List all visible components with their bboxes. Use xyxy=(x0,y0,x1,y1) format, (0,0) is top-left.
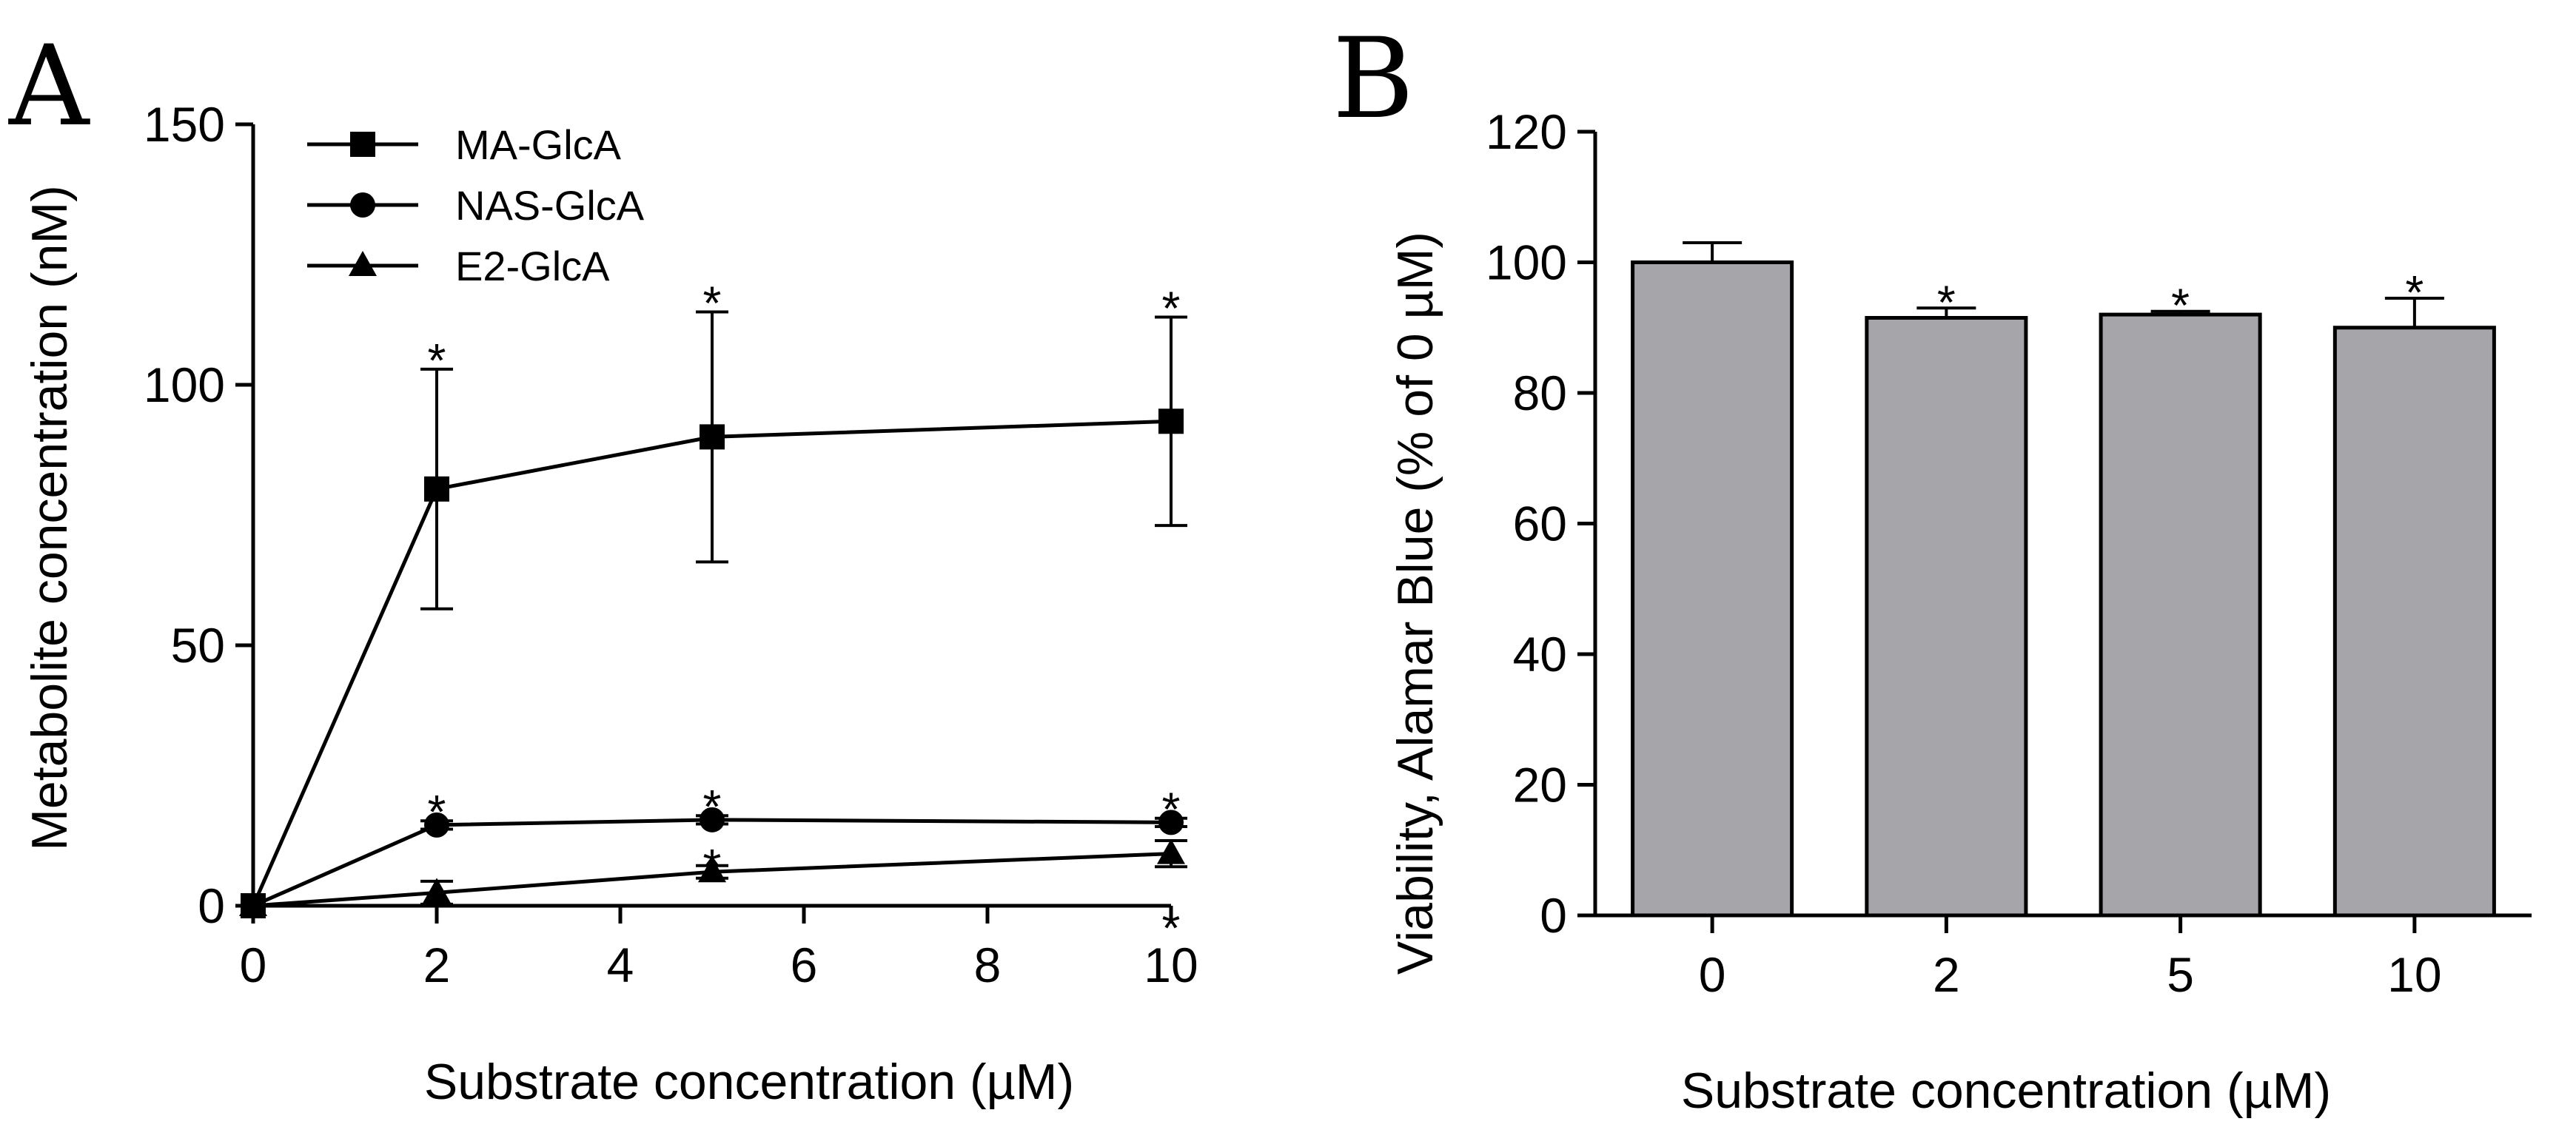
panel-a-y-tick-label: 50 xyxy=(171,618,225,673)
data-point-ma-glca xyxy=(700,424,725,450)
panel-b-x-axis-title: Substrate concentration (µM) xyxy=(1681,1063,2331,1119)
data-point-e2-glca xyxy=(423,878,451,904)
significance-star-e2-glca: * xyxy=(1162,901,1181,955)
bar xyxy=(2332,326,2496,918)
panel-b: B 0 20 40 60 80 100 120 0 2 5 10 * * * Substrate con… xyxy=(1332,15,2532,1119)
legend-marker-e2-glca xyxy=(349,251,377,276)
panel-b-y-tick-label: 0 xyxy=(1540,888,1567,943)
panel-b-bars: * * * xyxy=(1631,241,2496,918)
significance-star-ma-glca: * xyxy=(1162,281,1181,334)
data-point-e2-glca xyxy=(1157,838,1185,864)
panel-a-x-tick-label: 2 xyxy=(423,938,451,992)
significance-star-nas-glca: * xyxy=(428,785,446,838)
panel-b-letter: B xyxy=(1332,15,1414,144)
data-point-nas-glca xyxy=(424,812,449,838)
data-point-ma-glca xyxy=(424,476,449,502)
significance-star-ma-glca: * xyxy=(703,276,722,329)
panel-a-letter: A xyxy=(8,22,90,151)
panel-b-x-tick-label: 0 xyxy=(1699,947,1726,1002)
panel-a-y-tick-label: 0 xyxy=(198,878,225,933)
legend-marker-nas-glca xyxy=(350,192,375,218)
panel-a-x-tick-label: 6 xyxy=(791,938,818,992)
data-point-ma-glca xyxy=(1158,408,1184,434)
significance-star-ma-glca: * xyxy=(428,334,446,387)
panel-b-x-tick-label: 2 xyxy=(1933,947,1960,1002)
data-point-nas-glca xyxy=(700,807,725,832)
panel-a: A 0 50 100 150 0 2 4 6 8 10 * * * * * * * * MA-GlcA NAS-G… xyxy=(8,22,1198,1110)
data-point-nas-glca xyxy=(1158,810,1184,835)
significance-star-nas-glca: * xyxy=(703,780,722,833)
panel-b-y-tick-label: 120 xyxy=(1486,104,1567,159)
panel-b-y-tick-label: 80 xyxy=(1513,366,1567,420)
series-line-nas-glca xyxy=(252,818,1172,908)
data-point-e2-glca xyxy=(239,891,267,916)
data-point-e2-glca xyxy=(698,857,726,883)
legend-label-nas-glca: NAS-GlcA xyxy=(455,182,645,229)
panel-b-y-tick-label: 100 xyxy=(1486,235,1567,290)
series-line-ma-glca xyxy=(251,419,1172,907)
panel-a-axes: 0 50 100 150 0 2 4 6 8 10 xyxy=(144,97,1198,992)
significance-star: * xyxy=(1937,275,1956,329)
panel-a-x-tick-label: 0 xyxy=(240,938,267,992)
panel-b-y-axis-title: Viability, Alamar Blue (% of 0 µM) xyxy=(1387,232,1443,975)
panel-b-y-tick-label: 40 xyxy=(1513,627,1567,682)
panel-a-legend: MA-GlcA NAS-GlcA E2-GlcA xyxy=(307,121,645,289)
panel-a-x-tick-label: 10 xyxy=(1144,938,1198,992)
bar xyxy=(1865,316,2028,918)
panel-b-x-tick-label: 10 xyxy=(2387,947,2441,1002)
significance-star-nas-glca: * xyxy=(1162,783,1181,836)
series-line-e2-glca xyxy=(252,852,1172,908)
significance-star: * xyxy=(2405,266,2424,319)
panel-b-y-tick-label: 20 xyxy=(1513,758,1567,813)
panel-a-y-tick-label: 150 xyxy=(144,97,225,152)
panel-a-x-tick-label: 4 xyxy=(607,938,634,992)
panel-a-y-tick-label: 100 xyxy=(144,357,225,412)
panel-b-y-tick-label: 60 xyxy=(1513,497,1567,551)
significance-star-e2-glca: * xyxy=(703,839,722,892)
panel-a-y-axis-title: Metabolite concentration (nM) xyxy=(21,185,78,851)
panel-a-x-tick-label: 8 xyxy=(974,938,1002,992)
legend-label-ma-glca: MA-GlcA xyxy=(455,121,622,168)
legend-marker-ma-glca xyxy=(350,132,375,157)
panel-b-x-tick-label: 5 xyxy=(2167,947,2194,1002)
bar xyxy=(1631,260,1794,918)
panel-a-series: * * * * * * * * xyxy=(239,276,1187,955)
bar xyxy=(2099,312,2262,918)
legend-label-e2-glca: E2-GlcA xyxy=(455,243,610,289)
significance-star: * xyxy=(2171,279,2190,332)
panel-a-x-axis-title: Substrate concentration (µM) xyxy=(424,1054,1074,1110)
